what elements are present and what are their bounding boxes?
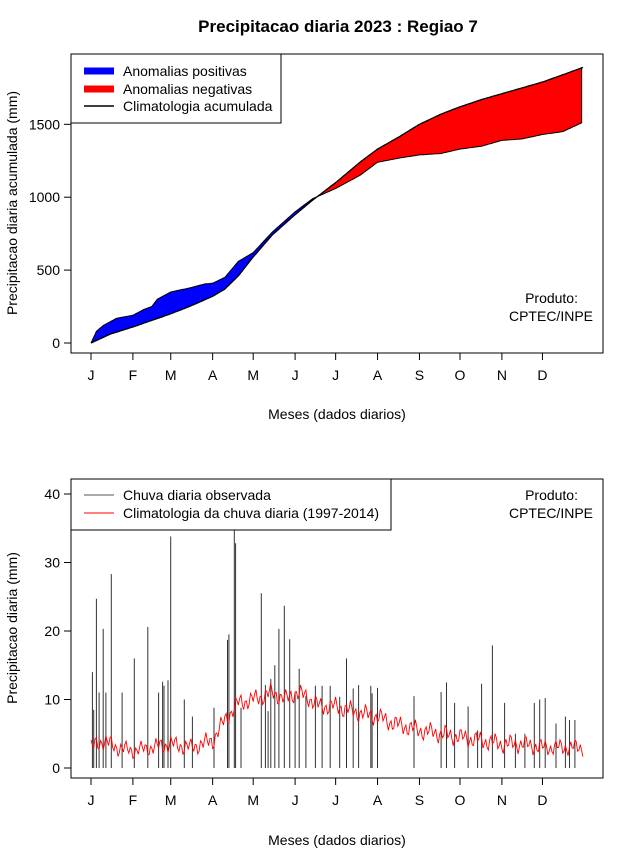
y-axis: 0 10 20 30 40 (44, 486, 72, 776)
y-tick-label: 10 (44, 692, 60, 708)
accumulated-lines (90, 66, 584, 344)
negative-anomaly-area (318, 67, 582, 197)
x-tick-label: S (415, 792, 424, 808)
x-tick-label: A (208, 792, 218, 808)
x-tick-label: A (373, 792, 383, 808)
x-tick-label: J (88, 367, 95, 383)
climatology-accumulated-line (90, 66, 584, 344)
daily-chart: 0 10 20 30 40 J F M A M J J A S O N D Meses (dados diar… (4, 478, 604, 848)
legend-label-climatology: Climatologia da chuva diaria (1997-2014) (123, 505, 379, 521)
x-tick-label: S (415, 367, 424, 383)
x-tick-label: J (292, 792, 299, 808)
observed-accumulated-line (90, 122, 582, 344)
y-tick-label: 20 (44, 623, 60, 639)
y-tick-label: 0 (52, 335, 60, 351)
x-tick-label: N (497, 792, 507, 808)
observed-bars (91, 530, 576, 768)
climatology-line (90, 683, 584, 760)
x-tick-label: J (332, 367, 339, 383)
anomaly-fills (91, 67, 582, 343)
x-tick-label: M (247, 367, 259, 383)
y-axis-label: Precipitacao diaria acumulada (mm) (4, 91, 20, 315)
x-axis-label: Meses (dados diarios) (268, 406, 406, 422)
cumulative-chart: 0 500 1000 1500 J F M A M J J A S O N D Meses (dados d… (4, 53, 604, 422)
y-axis-label: Precipitacao diaria (mm) (4, 552, 20, 704)
y-tick-label: 500 (37, 262, 61, 278)
y-tick-label: 1500 (29, 116, 60, 132)
legend: Anomalias positivas Anomalias negativas … (70, 53, 282, 124)
climatology-daily-line (90, 683, 584, 760)
y-axis: 0 500 1000 1500 (29, 116, 72, 351)
legend-box (70, 478, 392, 531)
y-tick-label: 0 (52, 760, 60, 776)
legend: Chuva diaria observada Climatologia da c… (70, 478, 392, 531)
x-tick-label: D (537, 792, 547, 808)
product-note-line2: CPTEC/INPE (509, 308, 593, 324)
legend-label-observed: Chuva diaria observada (123, 487, 271, 503)
x-tick-label: O (455, 792, 466, 808)
y-tick-label: 1000 (29, 189, 60, 205)
y-tick-label: 40 (44, 486, 60, 502)
x-tick-label: J (332, 792, 339, 808)
product-note-line1: Produto: (525, 487, 578, 503)
legend-label-climatology: Climatologia acumulada (123, 98, 273, 114)
x-tick-label: F (129, 367, 138, 383)
x-tick-label: A (208, 367, 218, 383)
x-tick-label: D (537, 367, 547, 383)
x-tick-label: A (373, 367, 383, 383)
product-note-line2: CPTEC/INPE (509, 505, 593, 521)
positive-anomaly-area (91, 196, 319, 343)
legend-label-negative: Anomalias negativas (123, 81, 252, 97)
x-axis-label: Meses (dados diarios) (268, 832, 406, 848)
x-tick-label: M (165, 792, 177, 808)
product-note-line1: Produto: (525, 290, 578, 306)
x-tick-label: N (497, 367, 507, 383)
y-tick-label: 30 (44, 555, 60, 571)
x-tick-label: O (455, 367, 466, 383)
x-tick-label: J (88, 792, 95, 808)
x-tick-label: M (165, 367, 177, 383)
legend-label-positive: Anomalias positivas (123, 63, 247, 79)
x-tick-label: J (292, 367, 299, 383)
x-tick-label: F (129, 792, 138, 808)
chart-title: Precipitacao diaria 2023 : Regiao 7 (198, 17, 478, 36)
x-tick-label: M (247, 792, 259, 808)
